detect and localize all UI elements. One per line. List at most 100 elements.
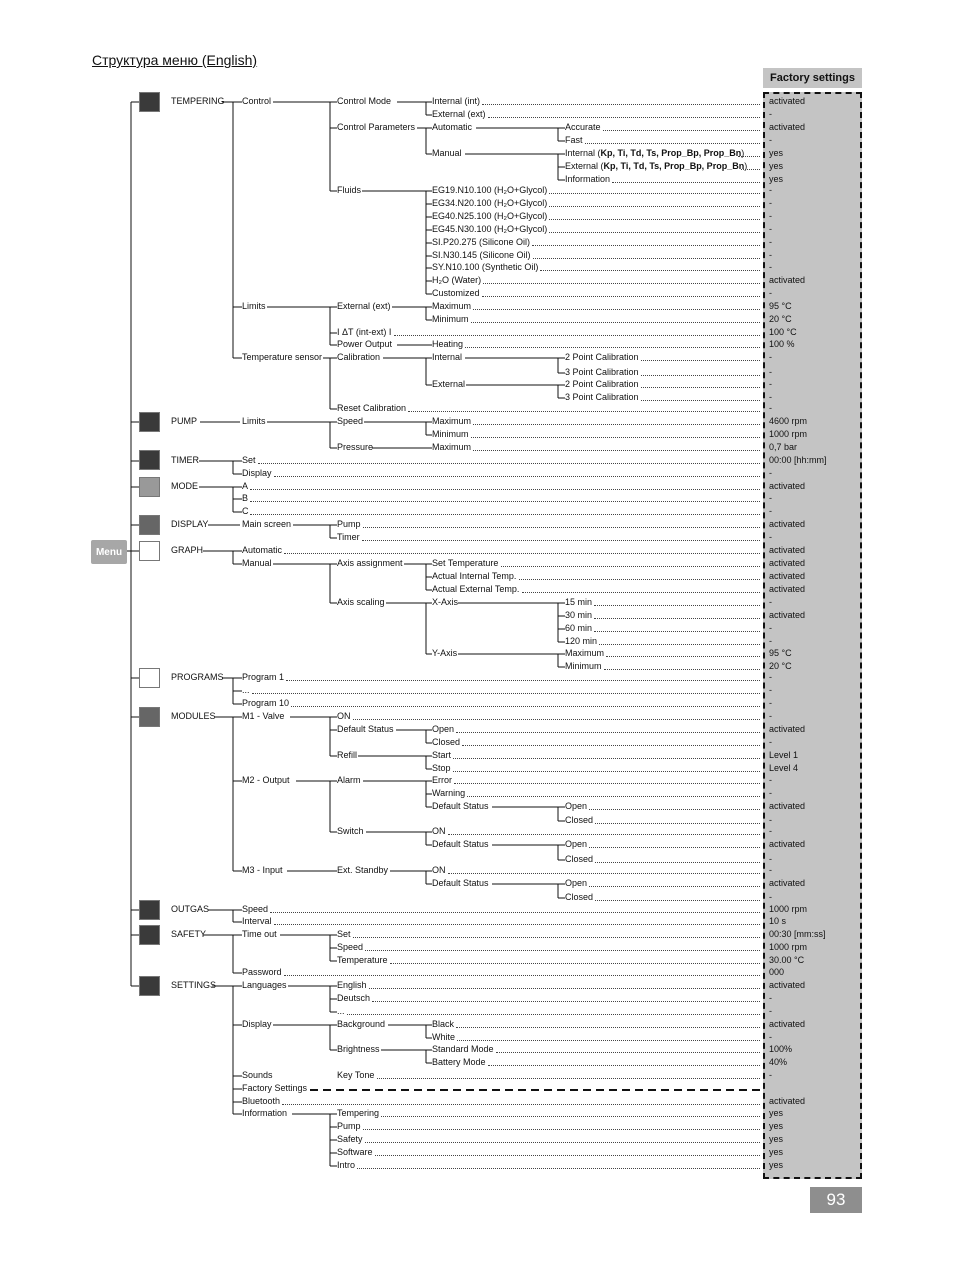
- leader-dots: [408, 411, 760, 412]
- leader-dots: [251, 693, 760, 694]
- factory-settings-column: [763, 92, 862, 1179]
- menu-entry-c3: I ΔT (int-ext) I: [337, 327, 392, 337]
- leader-dots: [452, 771, 760, 772]
- menu-entry-c4: Internal: [432, 352, 463, 362]
- leader-dots: [473, 424, 760, 425]
- leader-dots: [599, 644, 760, 645]
- menu-entry-c2: C: [242, 506, 249, 516]
- menu-entry-c3: Calibration: [337, 352, 381, 362]
- menu-entry-c3: Set: [337, 929, 351, 939]
- menu-entry-c3: Pump: [337, 519, 361, 529]
- menu-entry-c4: Maximum: [432, 442, 472, 452]
- menu-entry-c3: Tempering: [337, 1108, 380, 1118]
- menu-entry-c3: Intro: [337, 1160, 356, 1170]
- menu-entry-c5: Open: [565, 878, 588, 888]
- leader-dots: [640, 375, 760, 376]
- menu-entry-c3: Speed: [337, 942, 364, 952]
- menu-entry-c3: Speed: [337, 416, 364, 426]
- menu-entry-c2: Set: [242, 455, 256, 465]
- menu-entry-c3: Temperature: [337, 955, 388, 965]
- factory-setting-value: 95 °C: [769, 648, 792, 658]
- leader-dots: [284, 553, 760, 554]
- leader-dots: [594, 618, 760, 619]
- factory-setting-value: 100%: [769, 1044, 793, 1054]
- menu-entry-c5: External (Kp, Ti, Td, Ts, Prop_Bp, Prop_…: [565, 161, 748, 171]
- leader-dots: [362, 1129, 760, 1130]
- leader-dots: [462, 745, 760, 746]
- leader-dots: [376, 1078, 760, 1079]
- menu-entry-c3: External (ext): [337, 301, 391, 311]
- factory-setting-value: -: [769, 211, 772, 221]
- factory-setting-value: -: [769, 288, 772, 298]
- leader-dots: [594, 605, 760, 606]
- factory-setting-value: yes: [769, 174, 784, 184]
- menu-entry-c5: 120 min: [565, 636, 598, 646]
- leader-dots: [473, 309, 760, 310]
- menu-entry-c1: TEMPERING: [171, 96, 225, 106]
- menu-entry-c4: ON: [432, 865, 446, 875]
- factory-setting-value: -: [769, 597, 772, 607]
- factory-setting-value: yes: [769, 148, 784, 158]
- menu-entry-c4: SY.N10.100 (Synthetic Oil): [432, 262, 539, 272]
- menu-entry-c3: Control Mode: [337, 96, 392, 106]
- leader-dots: [595, 900, 760, 901]
- factory-setting-value: -: [769, 815, 772, 825]
- menu-entry-c5: 2 Point Calibration: [565, 379, 639, 389]
- menu-entry-c4: Maximum: [432, 301, 472, 311]
- leader-dots: [283, 975, 760, 976]
- menu-entry-c4: Default Status: [432, 801, 489, 811]
- factory-setting-value: -: [769, 468, 772, 478]
- menu-entry-c5: Open: [565, 839, 588, 849]
- leader-dots: [250, 489, 760, 490]
- leader-dots: [640, 360, 760, 361]
- factory-setting-value: activated: [769, 545, 806, 555]
- menu-entry-c2: ...: [242, 685, 250, 695]
- menu-tab[interactable]: Menu: [91, 540, 127, 564]
- factory-setting-value: activated: [769, 275, 806, 285]
- menu-entry-c5: Fast: [565, 135, 583, 145]
- menu-entry-c2: Factory Settings: [242, 1083, 308, 1093]
- menu-entry-c4: Customized: [432, 288, 480, 298]
- factory-setting-value: activated: [769, 610, 806, 620]
- factory-setting-value: -: [769, 403, 772, 413]
- factory-setting-value: 0,7 bar: [769, 442, 798, 452]
- menu-entry-c4: Maximum: [432, 416, 472, 426]
- leader-dots: [270, 912, 760, 913]
- menu-entry-c4: SI.N30.145 (Silicone Oil): [432, 250, 531, 260]
- factory-setting-value: activated: [769, 584, 806, 594]
- menu-entry-c4: Closed: [432, 737, 461, 747]
- leader-dots: [595, 862, 760, 863]
- menu-entry-c3: Axis assignment: [337, 558, 403, 568]
- menu-entry-c5: 60 min: [565, 623, 593, 633]
- factory-setting-value: -: [769, 250, 772, 260]
- leader-dots: [291, 706, 760, 707]
- leader-dots: [594, 631, 760, 632]
- menu-entry-c2: Information: [242, 1108, 288, 1118]
- factory-setting-value: -: [769, 993, 772, 1003]
- menu-entry-c2: M1 - Valve: [242, 711, 285, 721]
- menu-entry-c4: EG40.N25.100 (H₂O+Glycol): [432, 211, 548, 221]
- leader-dots: [352, 937, 760, 938]
- menu-entry-c2: Limits: [242, 416, 266, 426]
- menu-entry-c2: M2 - Output: [242, 775, 290, 785]
- menu-entry-c4: Stop: [432, 763, 451, 773]
- menu-entry-c4: Black: [432, 1019, 455, 1029]
- menu-entry-c4: Actual External Temp.: [432, 584, 520, 594]
- factory-setting-value: -: [769, 392, 772, 402]
- factory-setting-value: 100 %: [769, 339, 795, 349]
- menu-entry-c1: GRAPH: [171, 545, 204, 555]
- menu-entry-c1: SETTINGS: [171, 980, 217, 990]
- menu-entry-c3: Switch: [337, 826, 364, 836]
- factory-setting-value: 1000 rpm: [769, 942, 808, 952]
- factory-setting-value: activated: [769, 1019, 806, 1029]
- menu-entry-c1: DISPLAY: [171, 519, 209, 529]
- menu-entry-c3: Timer: [337, 532, 360, 542]
- leader-dots: [465, 347, 760, 348]
- menu-entry-c2: Manual: [242, 558, 272, 568]
- factory-setting-value: -: [769, 636, 772, 646]
- leader-dots: [456, 1027, 760, 1028]
- factory-setting-value: -: [769, 698, 772, 708]
- factory-setting-value: -: [769, 1032, 772, 1042]
- factory-setting-value: 10 s: [769, 916, 787, 926]
- factory-setting-value: -: [769, 775, 772, 785]
